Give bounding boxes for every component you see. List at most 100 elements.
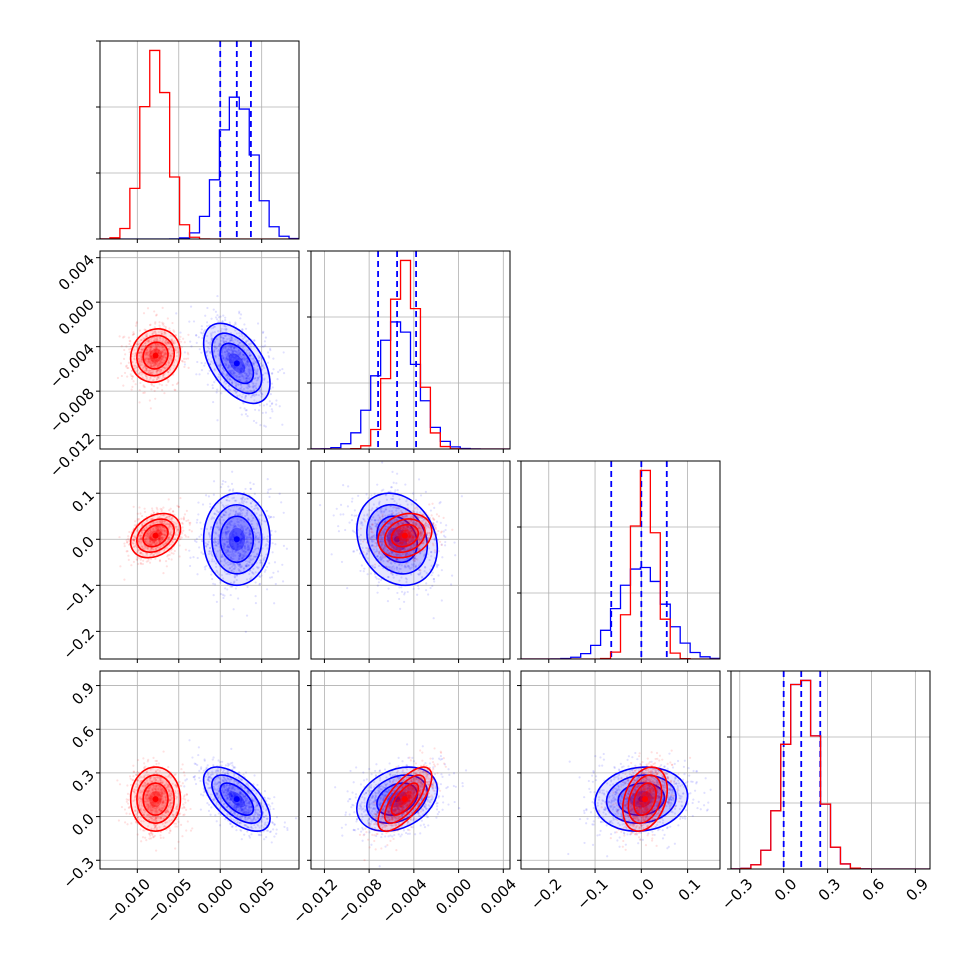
- contour-blue: [211, 774, 263, 824]
- contour-blue: [219, 342, 255, 385]
- histogram-red: [731, 679, 930, 869]
- panel-frame: [310, 460, 511, 660]
- contour-red: [129, 328, 182, 384]
- x-tick-label: −0.004: [379, 875, 431, 927]
- contour-blue: [219, 782, 255, 816]
- x-tick-label: −0.008: [334, 875, 386, 927]
- x-tick-label: 0.000: [432, 875, 475, 918]
- contour-blue: [356, 492, 439, 587]
- contour-red: [136, 774, 176, 824]
- panel-frame: [310, 250, 511, 450]
- contour-red: [383, 774, 426, 824]
- mode-marker-blue: [233, 536, 240, 543]
- x-tick-label: −0.1: [573, 875, 611, 913]
- scatter-blue: [188, 470, 288, 633]
- contour-blue: [202, 492, 271, 587]
- panel-3-1: [307, 670, 511, 873]
- contour-red: [390, 782, 420, 816]
- contour-red: [142, 782, 169, 816]
- contour-red: [377, 766, 433, 832]
- x-tick-label: 0.005: [235, 875, 278, 918]
- panel-frame: [99, 40, 300, 240]
- panel-0-0: [96, 40, 300, 243]
- x-tick-label: 0.3: [815, 875, 845, 905]
- x-tick-label: 0.1: [675, 875, 705, 905]
- y-tick-label: 0.004: [55, 251, 98, 294]
- contour-red: [142, 341, 169, 370]
- panel-frame: [99, 670, 300, 870]
- y-tick-label: 0.000: [55, 295, 98, 338]
- x-tick-label: −0.005: [144, 875, 196, 927]
- x-tick-label: 0.0: [771, 875, 801, 905]
- mode-marker-blue: [394, 536, 401, 543]
- contour-red: [129, 512, 182, 559]
- x-tick-label: 0.0: [628, 875, 658, 905]
- contour-blue: [356, 766, 439, 832]
- contour-blue: [202, 766, 271, 832]
- contour-blue: [366, 774, 429, 824]
- panel-2-2: [517, 460, 721, 663]
- panel-3-0: [96, 670, 300, 873]
- panel-frame: [99, 250, 300, 450]
- x-tick-label: 0.6: [859, 875, 889, 905]
- mode-marker-red: [401, 532, 408, 539]
- panel-3-3: [727, 670, 931, 873]
- y-tick-label: −0.012: [46, 429, 98, 481]
- contour-blue: [211, 332, 263, 395]
- histogram-red: [521, 469, 720, 659]
- contour-red: [627, 774, 663, 824]
- histogram-blue: [311, 321, 510, 449]
- panel-3-2: [517, 670, 721, 873]
- contour-red: [622, 766, 669, 832]
- y-tick-label: −0.3: [60, 854, 98, 892]
- y-tick-label: 0.6: [68, 723, 98, 753]
- contour-red: [633, 782, 657, 816]
- panel-1-0: [96, 250, 300, 453]
- y-tick-label: −0.004: [46, 340, 98, 392]
- contour-red: [129, 766, 182, 832]
- contour-blue: [219, 515, 255, 564]
- panel-frame: [310, 670, 511, 870]
- x-tick-label: 0.9: [903, 875, 933, 905]
- y-tick-label: 0.3: [68, 766, 98, 796]
- contour-red: [390, 523, 420, 548]
- mode-marker-red: [401, 796, 408, 803]
- contour-red: [142, 523, 169, 548]
- contour-blue: [594, 766, 689, 832]
- mode-marker-blue: [233, 796, 240, 803]
- contour-red: [383, 518, 426, 553]
- contour-blue: [366, 503, 429, 575]
- y-tick-label: 0.0: [68, 810, 98, 840]
- panel-frame: [99, 460, 300, 660]
- y-tick-label: −0.2: [60, 625, 98, 663]
- y-tick-label: 0.1: [68, 487, 98, 517]
- contour-red: [136, 518, 176, 553]
- x-tick-label: −0.2: [527, 875, 565, 913]
- contour-blue: [211, 503, 263, 575]
- mode-marker-red: [152, 352, 159, 359]
- y-tick-label: 0.9: [68, 679, 98, 709]
- x-tick-label: 0.000: [194, 875, 237, 918]
- panel-frame: [520, 460, 721, 660]
- x-tick-label: −0.012: [289, 875, 341, 927]
- y-tick-label: 0.0: [68, 533, 98, 563]
- panel-2-1: [307, 460, 511, 663]
- mode-marker-red: [152, 796, 159, 803]
- mode-marker-red: [642, 796, 649, 803]
- x-tick-label: −0.3: [718, 875, 756, 913]
- mode-marker-blue: [233, 360, 240, 367]
- y-tick-label: −0.1: [60, 579, 98, 617]
- histogram-red: [100, 49, 299, 239]
- y-tick-label: −0.008: [46, 384, 98, 436]
- panel-frame: [730, 670, 931, 870]
- panel-frame: [520, 670, 721, 870]
- panel-1-1: [307, 250, 511, 453]
- x-tick-label: −0.010: [102, 875, 154, 927]
- contour-red: [377, 512, 433, 559]
- contour-red: [136, 334, 176, 377]
- x-tick-label: 0.004: [477, 875, 520, 918]
- contour-blue: [202, 322, 271, 405]
- mode-marker-red: [152, 532, 159, 539]
- panel-2-0: [96, 460, 300, 663]
